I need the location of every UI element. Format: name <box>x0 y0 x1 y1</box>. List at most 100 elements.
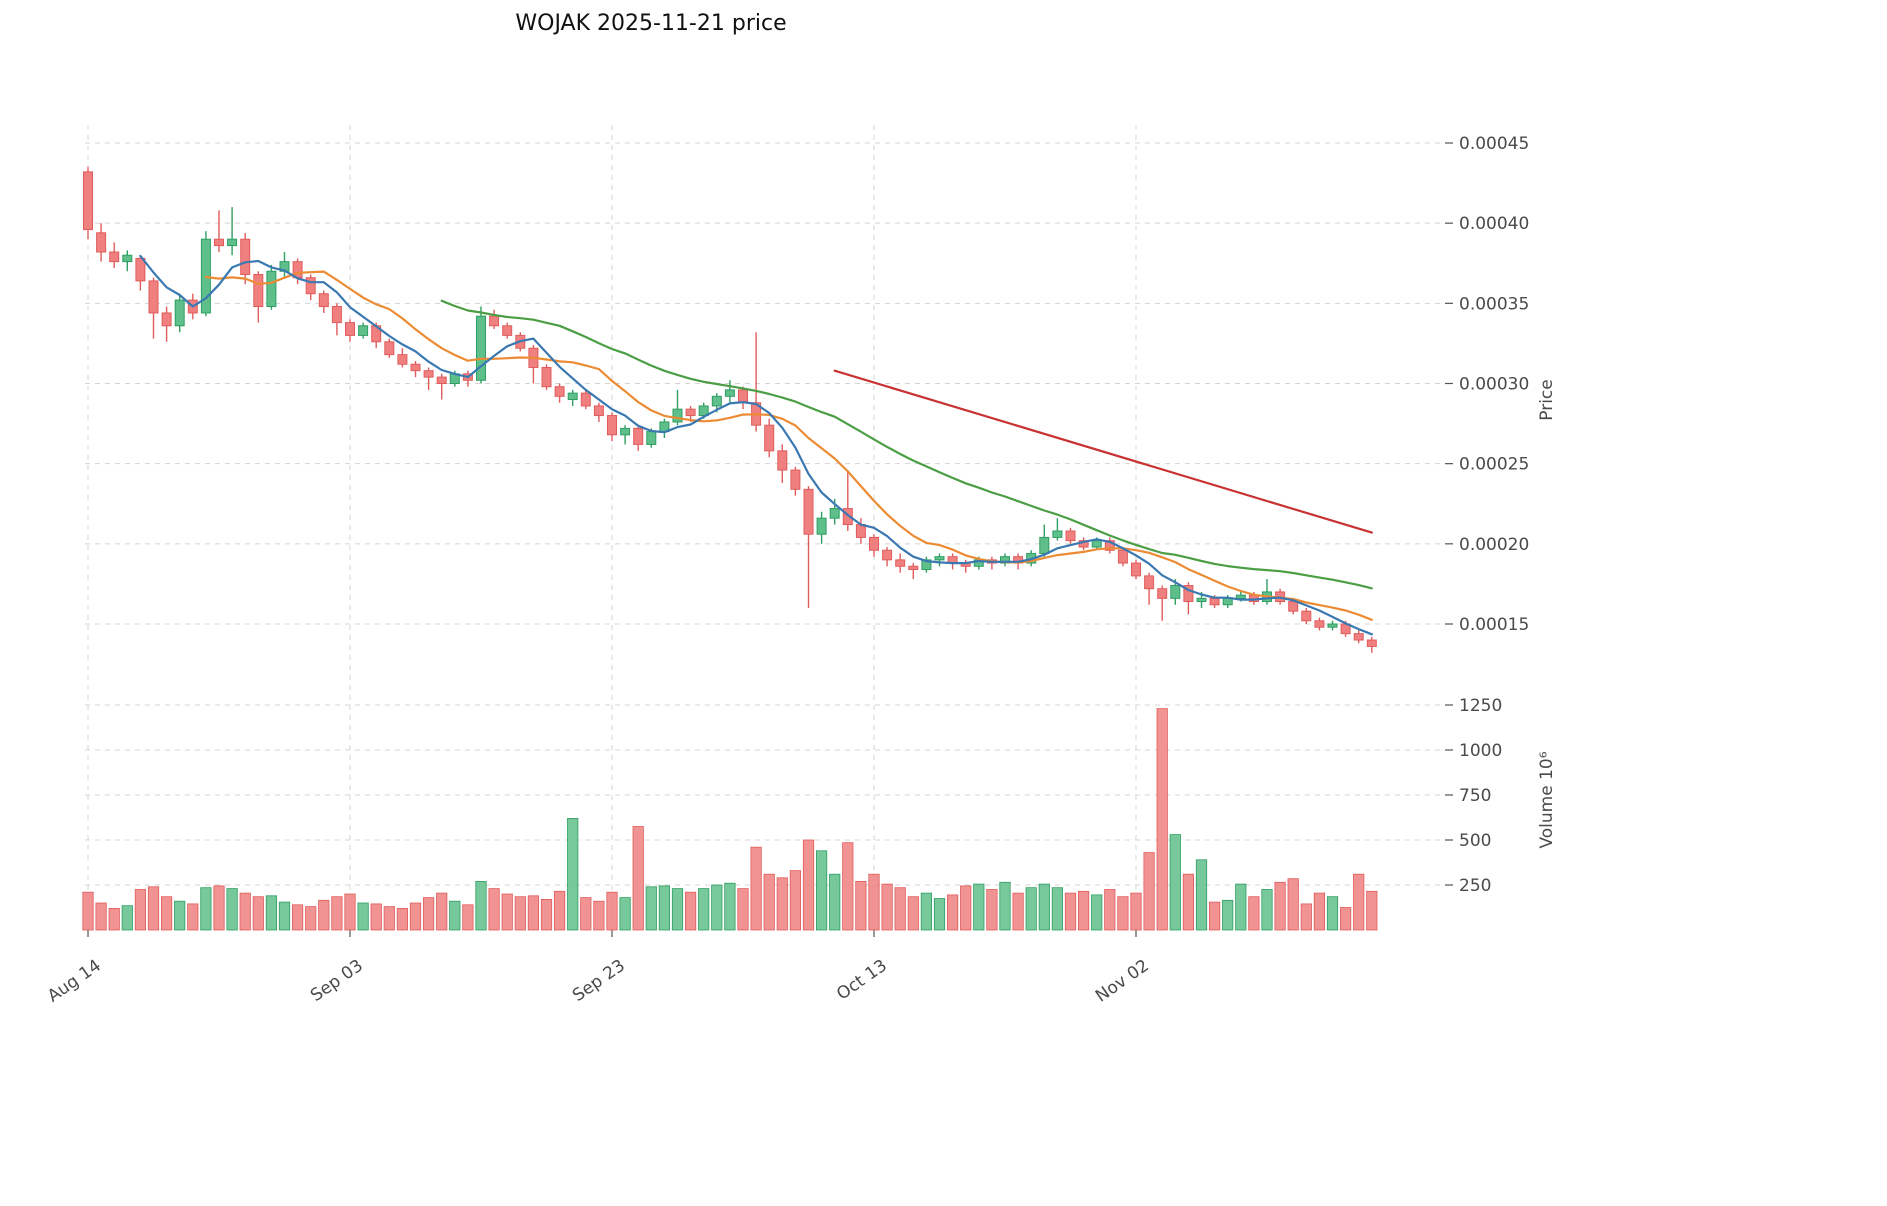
candle-body <box>502 325 513 336</box>
candle-body <box>567 392 578 401</box>
candle-body <box>1144 575 1155 590</box>
volume-bar <box>554 890 566 931</box>
candle-body <box>685 408 696 417</box>
volume-bar <box>619 897 631 931</box>
volume-bar <box>462 904 474 931</box>
volume-tick-label: 250 <box>1459 876 1491 896</box>
candle-body <box>1065 530 1076 542</box>
volume-bar <box>1235 883 1247 931</box>
volume-bar <box>632 826 644 931</box>
volume-bar <box>580 897 592 931</box>
volume-bar <box>724 882 736 931</box>
volume-bar <box>200 887 212 931</box>
candle-body <box>1235 594 1246 599</box>
volume-bar <box>370 903 382 931</box>
candle-body <box>738 389 748 404</box>
price-tick-label: 0.00045 <box>1459 134 1529 154</box>
candle-body <box>345 322 355 336</box>
candle-body <box>122 254 133 263</box>
volume-bar <box>567 818 579 931</box>
volume-bar <box>187 903 199 931</box>
candle-body <box>109 251 120 263</box>
candle-body <box>764 424 775 452</box>
candle-body <box>829 508 840 519</box>
candle-body <box>882 549 893 561</box>
volume-bar <box>121 905 133 931</box>
volume-bar <box>108 908 120 931</box>
price-tick-label: 0.00030 <box>1459 375 1529 395</box>
volume-bar <box>514 896 526 931</box>
price-axis-label: Price <box>1537 379 1557 420</box>
volume-bar <box>383 906 395 931</box>
candle-body <box>331 306 342 324</box>
volume-bar <box>671 888 684 931</box>
volume-bar <box>160 896 173 931</box>
volume-bar <box>331 896 343 931</box>
trendline <box>833 369 1373 534</box>
ma-slow-line <box>440 299 1373 590</box>
volume-bar <box>947 894 959 931</box>
volume-bar <box>816 850 828 931</box>
volume-bar <box>1222 899 1234 931</box>
volume-bar <box>711 884 723 931</box>
candle-body <box>476 315 486 381</box>
candle-body <box>790 469 801 490</box>
plot-layers: Aug 14 Sep 03 Sep 23 Oct 13 Nov 02 0.00045 0.0… <box>44 125 1529 1007</box>
volume-tick-label: 750 <box>1459 786 1491 806</box>
volume-bar <box>134 889 146 931</box>
volume-tick-label: 500 <box>1459 831 1491 851</box>
candle-body <box>1366 639 1377 647</box>
volume-bar <box>239 892 251 931</box>
volume-bar <box>226 888 238 931</box>
price-tick-label: 0.00015 <box>1459 615 1529 635</box>
volume-bar <box>737 888 749 931</box>
candle-body <box>934 556 945 561</box>
volume-bar <box>868 873 880 931</box>
candle-body <box>135 257 146 282</box>
volume-bar <box>449 900 461 931</box>
volume-bar <box>1143 852 1155 931</box>
volume-bar <box>305 906 317 931</box>
candle-body <box>554 386 565 397</box>
volume-bar <box>252 896 264 931</box>
volume-bar <box>685 891 697 931</box>
candle-body <box>240 238 251 275</box>
price-tick-label: 0.00035 <box>1459 294 1529 314</box>
volume-bar <box>174 900 186 931</box>
candle-body <box>83 171 93 231</box>
volume-bar <box>881 883 893 931</box>
candle-body <box>410 363 421 372</box>
x-tick-label: Aug 14 <box>44 956 105 1007</box>
volume-bar <box>1182 873 1194 931</box>
volume-bar <box>1156 708 1168 931</box>
volume-bar <box>1051 887 1063 931</box>
candle-body <box>711 395 722 407</box>
volume-bar <box>488 888 500 931</box>
volume-axis-label: Volume 10⁶ <box>1537 751 1557 848</box>
candle-body <box>1196 597 1207 603</box>
candle-body <box>384 341 395 356</box>
candle-body <box>1353 633 1364 641</box>
volume-bar <box>658 885 671 931</box>
candle-body <box>777 450 788 471</box>
candle-body <box>895 559 906 567</box>
candle-body <box>148 280 159 314</box>
candle-body <box>397 354 408 365</box>
candle-body <box>227 238 238 247</box>
candle-body <box>1104 540 1115 551</box>
candle-body <box>1314 620 1325 628</box>
volume-bar <box>907 896 919 931</box>
volume-bar <box>1287 878 1299 931</box>
volume-bar <box>501 893 513 931</box>
volume-bar <box>540 899 553 931</box>
volume-bar <box>1025 887 1037 931</box>
volume-bar <box>1130 892 1142 931</box>
volume-bar <box>750 846 762 931</box>
x-tick-label: Sep 23 <box>569 956 629 1006</box>
candle-body <box>174 299 185 327</box>
ma-fast-line <box>139 254 1373 636</box>
volume-bar <box>1300 903 1312 931</box>
volume-bar <box>291 904 304 931</box>
volume-bar <box>802 839 815 931</box>
volume-bar <box>344 893 356 931</box>
